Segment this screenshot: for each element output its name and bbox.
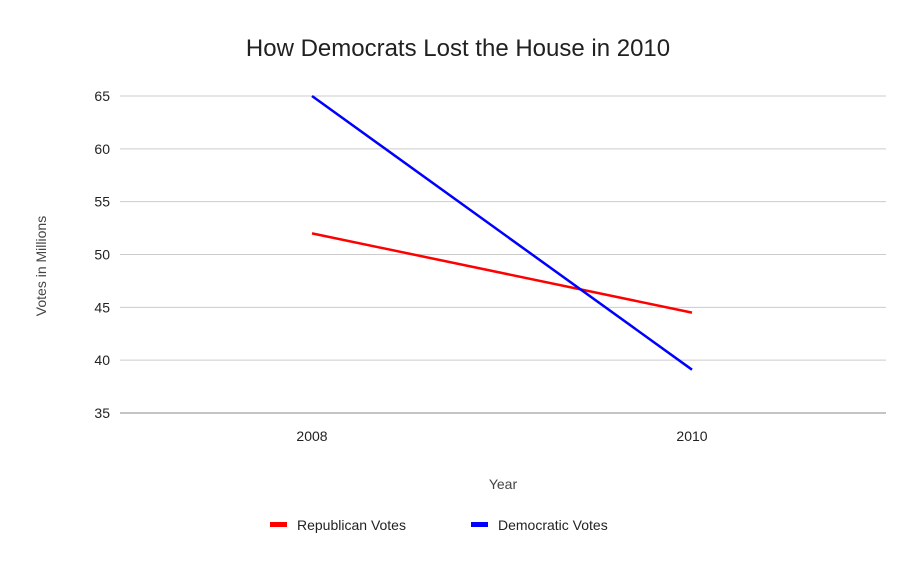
x-axis-title: Year [489,476,518,492]
y-tick-label: 55 [94,194,110,210]
legend: Republican Votes Democratic Votes [270,517,608,533]
y-tick-label: 45 [94,299,110,315]
legend-label: Republican Votes [297,517,406,533]
y-tick-label: 50 [94,247,110,263]
y-tick-label: 65 [94,88,110,104]
x-tick-label: 2008 [296,428,327,444]
x-tick-label: 2010 [676,428,707,444]
legend-label: Democratic Votes [498,517,608,533]
series-line [311,232,693,314]
series-line [311,94,693,371]
legend-swatch [471,522,488,527]
gridlines [120,95,886,414]
chart-title: How Democrats Lost the House in 2010 [246,35,670,62]
y-axis-ticks: 35 40 45 50 55 60 65 [94,88,110,421]
y-tick-label: 35 [94,405,110,421]
y-axis-title: Votes in Millions [33,216,49,316]
y-tick-label: 40 [94,352,110,368]
series-lines [311,94,693,371]
y-tick-label: 60 [94,141,110,157]
x-axis-ticks: 2008 2010 [296,428,707,444]
legend-swatch [270,522,287,527]
